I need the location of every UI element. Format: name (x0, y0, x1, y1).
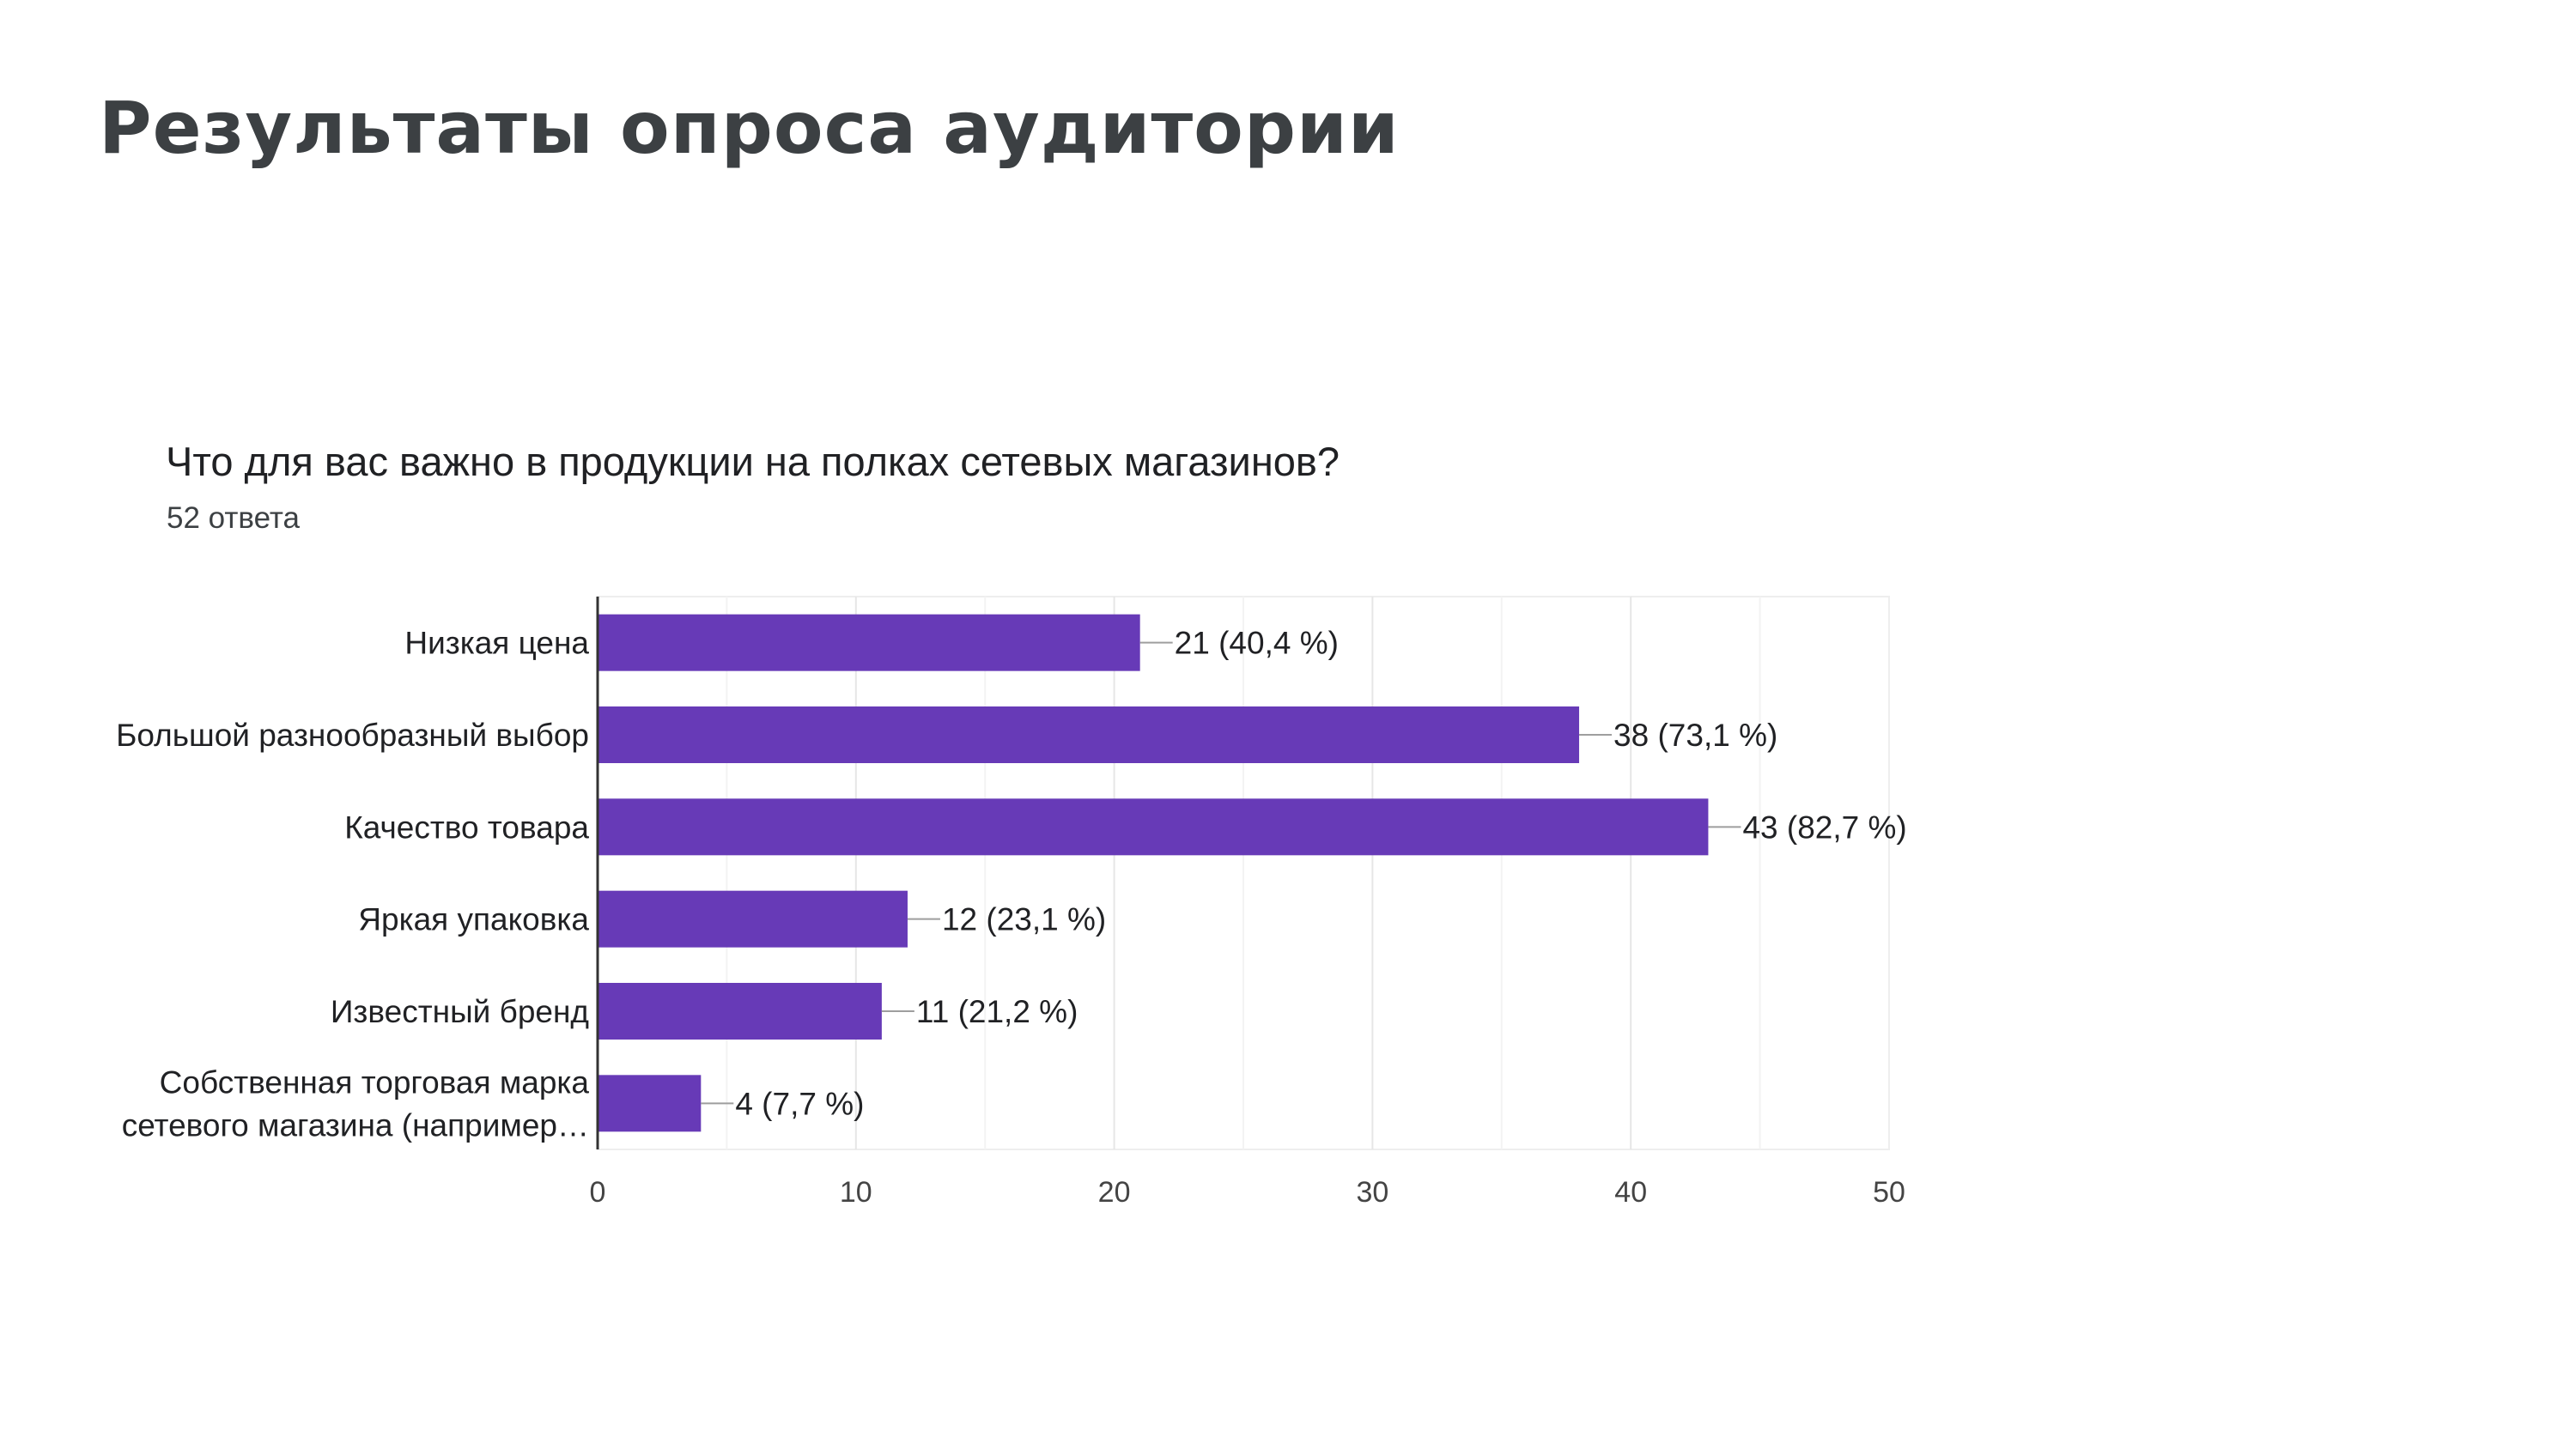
bar (598, 890, 908, 948)
category-label: Низкая цена (404, 626, 589, 661)
data-label: 4 (7,7 %) (735, 1086, 864, 1121)
data-label: 38 (73,1 %) (1613, 718, 1777, 753)
category-label: Известный бренд (331, 994, 589, 1029)
x-tick-label: 0 (590, 1176, 606, 1209)
bars (598, 614, 1709, 1132)
x-tick-label: 30 (1356, 1176, 1388, 1209)
category-label: Собственная торговая марка (160, 1064, 590, 1100)
category-label: Яркая упаковка (358, 902, 589, 937)
slide-title: Результаты опроса аудитории (99, 86, 1400, 170)
x-tick-label: 20 (1098, 1176, 1131, 1209)
response-count: 52 ответа (167, 501, 300, 535)
chart-question: Что для вас важно в продукции на полках … (166, 439, 1340, 484)
x-axis-ticks: 0 10 20 30 40 50 (590, 1176, 1905, 1209)
category-label: Большой разнообразный выбор (116, 718, 589, 753)
bar (598, 1075, 702, 1132)
bar (598, 706, 1580, 763)
data-label: 43 (82,7 %) (1742, 809, 1906, 845)
x-tick-label: 50 (1873, 1176, 1905, 1209)
bar (598, 983, 882, 1040)
bar (598, 798, 1709, 856)
x-tick-label: 40 (1614, 1176, 1647, 1209)
bar (598, 614, 1140, 671)
data-label: 11 (21,2 %) (916, 994, 1078, 1029)
data-label: 21 (40,4 %) (1175, 626, 1339, 661)
x-tick-label: 10 (840, 1176, 872, 1209)
data-label: 12 (23,1 %) (942, 902, 1106, 937)
category-label: Качество товара (344, 809, 589, 845)
data-labels: 21 (40,4 %) 38 (73,1 %) 43 (82,7 %) 12 (23,… (701, 626, 1907, 1121)
gridlines (726, 597, 1761, 1149)
category-labels: Низкая цена Большой разнообразный выбор Ка… (116, 626, 589, 1143)
category-label: сетевого магазина (например… (122, 1107, 589, 1143)
